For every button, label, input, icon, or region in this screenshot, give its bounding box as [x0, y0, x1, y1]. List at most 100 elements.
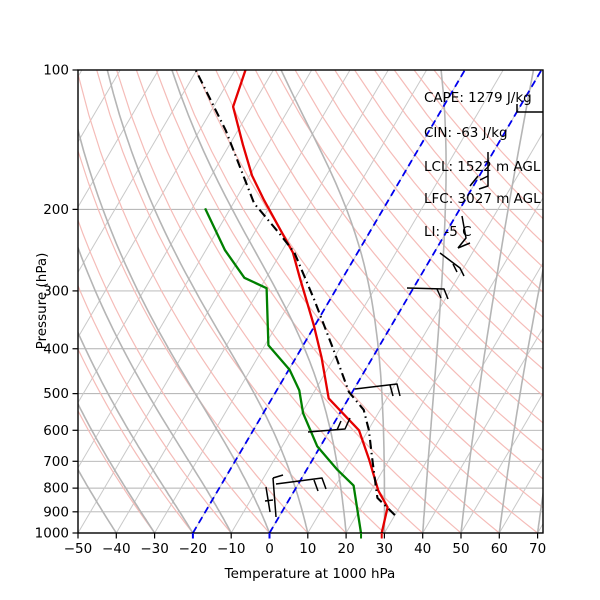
annotation-li: LI: -5 C: [424, 224, 472, 240]
wind-barb: [307, 417, 351, 433]
y-tick-label: 200: [43, 202, 69, 218]
y-tick-label: 900: [43, 504, 69, 520]
isotherm-line: [78, 70, 159, 209]
moist-adiabat-line: [536, 488, 543, 533]
isotherm-line: [78, 70, 236, 339]
x-tick-label: −10: [217, 541, 246, 557]
isotherm-line: [115, 70, 389, 533]
y-tick-label: 1000: [35, 526, 69, 542]
x-axis-label: Temperature at 1000 hPa: [224, 566, 396, 582]
wind-barb: [436, 288, 442, 299]
dry-adiabat-line: [78, 409, 156, 533]
y-tick-label: 500: [43, 386, 69, 402]
isotherm-line: [345, 196, 543, 533]
y-tick-label: 600: [43, 423, 69, 439]
dry-adiabat-line: [334, 70, 543, 319]
isotherm-line: [154, 70, 428, 533]
x-tick-label: −30: [140, 541, 169, 557]
moist-adiabat-line: [78, 468, 117, 533]
dry-adiabat-line: [96, 70, 385, 533]
dewpoint-line: [204, 207, 363, 533]
isotherm-line: [230, 70, 504, 533]
y-tick-label: 300: [43, 283, 69, 299]
annotation-cin: CIN: -63 J/kg: [424, 125, 508, 141]
isotherm-line: [383, 262, 543, 533]
isotherm-line: [78, 70, 198, 274]
wind-barb: [275, 477, 327, 490]
wind-barb: [516, 104, 543, 113]
wind-barb: [479, 175, 489, 181]
moist-adiabat-line: [78, 330, 194, 533]
isotherm-line: [78, 70, 274, 404]
dry-adiabat-line: [274, 70, 543, 397]
dry-adiabat-line: [78, 347, 194, 533]
x-tick-label: 70: [529, 541, 546, 557]
x-tick-label: 50: [452, 541, 469, 557]
wind-barb: [452, 263, 458, 273]
dry-adiabat-line: [175, 70, 538, 533]
dry-adiabat-line: [314, 70, 543, 344]
dry-adiabat-line: [195, 70, 543, 509]
wind-barb: [265, 486, 271, 513]
wind-barb: [406, 287, 449, 300]
annotation-lcl: LCL: 1522 m AGL: [424, 159, 541, 175]
dry-adiabat-line: [354, 70, 543, 293]
x-tick-label: 0: [265, 541, 274, 557]
x-tick-label: 40: [414, 541, 431, 557]
y-axis-label: Pressure (hPa): [34, 252, 50, 350]
isotherm-line: [422, 327, 543, 533]
x-tick-label: −50: [64, 541, 93, 557]
x-tick-label: 20: [338, 541, 355, 557]
x-tick-label: −40: [102, 541, 131, 557]
isotherm-line: [0, 70, 5, 533]
y-tick-label: 700: [43, 454, 69, 470]
wind-barb: [313, 479, 319, 492]
dry-adiabat-line: [374, 70, 543, 268]
highlight-isotherm-line: [192, 70, 466, 533]
wind-barb: [264, 499, 274, 502]
dry-adiabat-line: [254, 70, 543, 424]
annotation-cape: CAPE: 1279 J/kg: [424, 90, 532, 106]
dry-adiabat-line: [294, 70, 543, 370]
isotherm-line: [460, 392, 543, 533]
isotherm-line: [537, 522, 543, 533]
dry-adiabat-line: [78, 148, 309, 533]
wind-barb: [457, 242, 471, 249]
isotherm-line: [78, 70, 351, 533]
dry-adiabat-line: [78, 284, 232, 533]
dry-adiabat-line: [155, 70, 500, 533]
wind-barb: [336, 420, 342, 431]
wind-barb: [478, 152, 489, 190]
wind-barb: [389, 384, 394, 397]
moist-adiabat-line: [78, 402, 156, 533]
moist-adiabat-line: [78, 126, 271, 533]
wind-barb: [272, 477, 277, 518]
moist-adiabat-line: [460, 70, 535, 533]
isotherm-line: [498, 457, 543, 533]
x-tick-label: −20: [179, 541, 208, 557]
x-tick-label: 30: [376, 541, 393, 557]
y-tick-label: 100: [43, 63, 69, 79]
plot-area: [0, 70, 543, 533]
wind-barb: [469, 175, 479, 187]
axes-frame: [77, 69, 544, 534]
dry-adiabat-line: [78, 71, 347, 533]
wind-barb: [272, 474, 284, 479]
wind-barb: [457, 215, 467, 249]
x-tick-label: 60: [491, 541, 508, 557]
dry-adiabat-line: [78, 218, 270, 533]
isotherm-line: [78, 70, 313, 469]
dry-adiabat-line: [215, 70, 543, 480]
moist-adiabat-line: [498, 265, 543, 533]
y-tick-label: 400: [43, 341, 69, 357]
y-tick-label: 800: [43, 481, 69, 497]
wind-barb: [354, 383, 401, 397]
annotation-lfc: LFC: 3027 m AGL: [424, 191, 541, 207]
dry-adiabat-line: [116, 70, 424, 533]
dry-adiabat-line: [135, 70, 462, 533]
highlight-isotherm-line: [268, 70, 543, 533]
moist-adiabat-line: [421, 70, 447, 533]
dry-adiabat-line: [235, 70, 543, 452]
